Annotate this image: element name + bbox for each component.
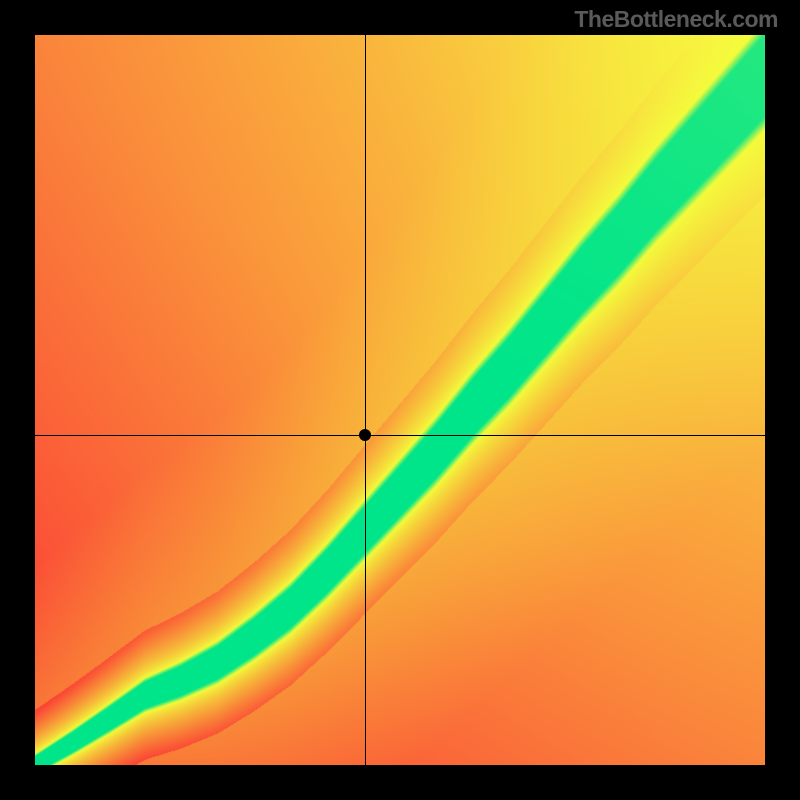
crosshair-horizontal [35, 435, 765, 436]
crosshair-vertical [365, 35, 366, 765]
data-point-marker [359, 429, 371, 441]
watermark-text: TheBottleneck.com [574, 6, 778, 33]
heatmap-plot [35, 35, 765, 765]
heatmap-canvas [35, 35, 765, 765]
